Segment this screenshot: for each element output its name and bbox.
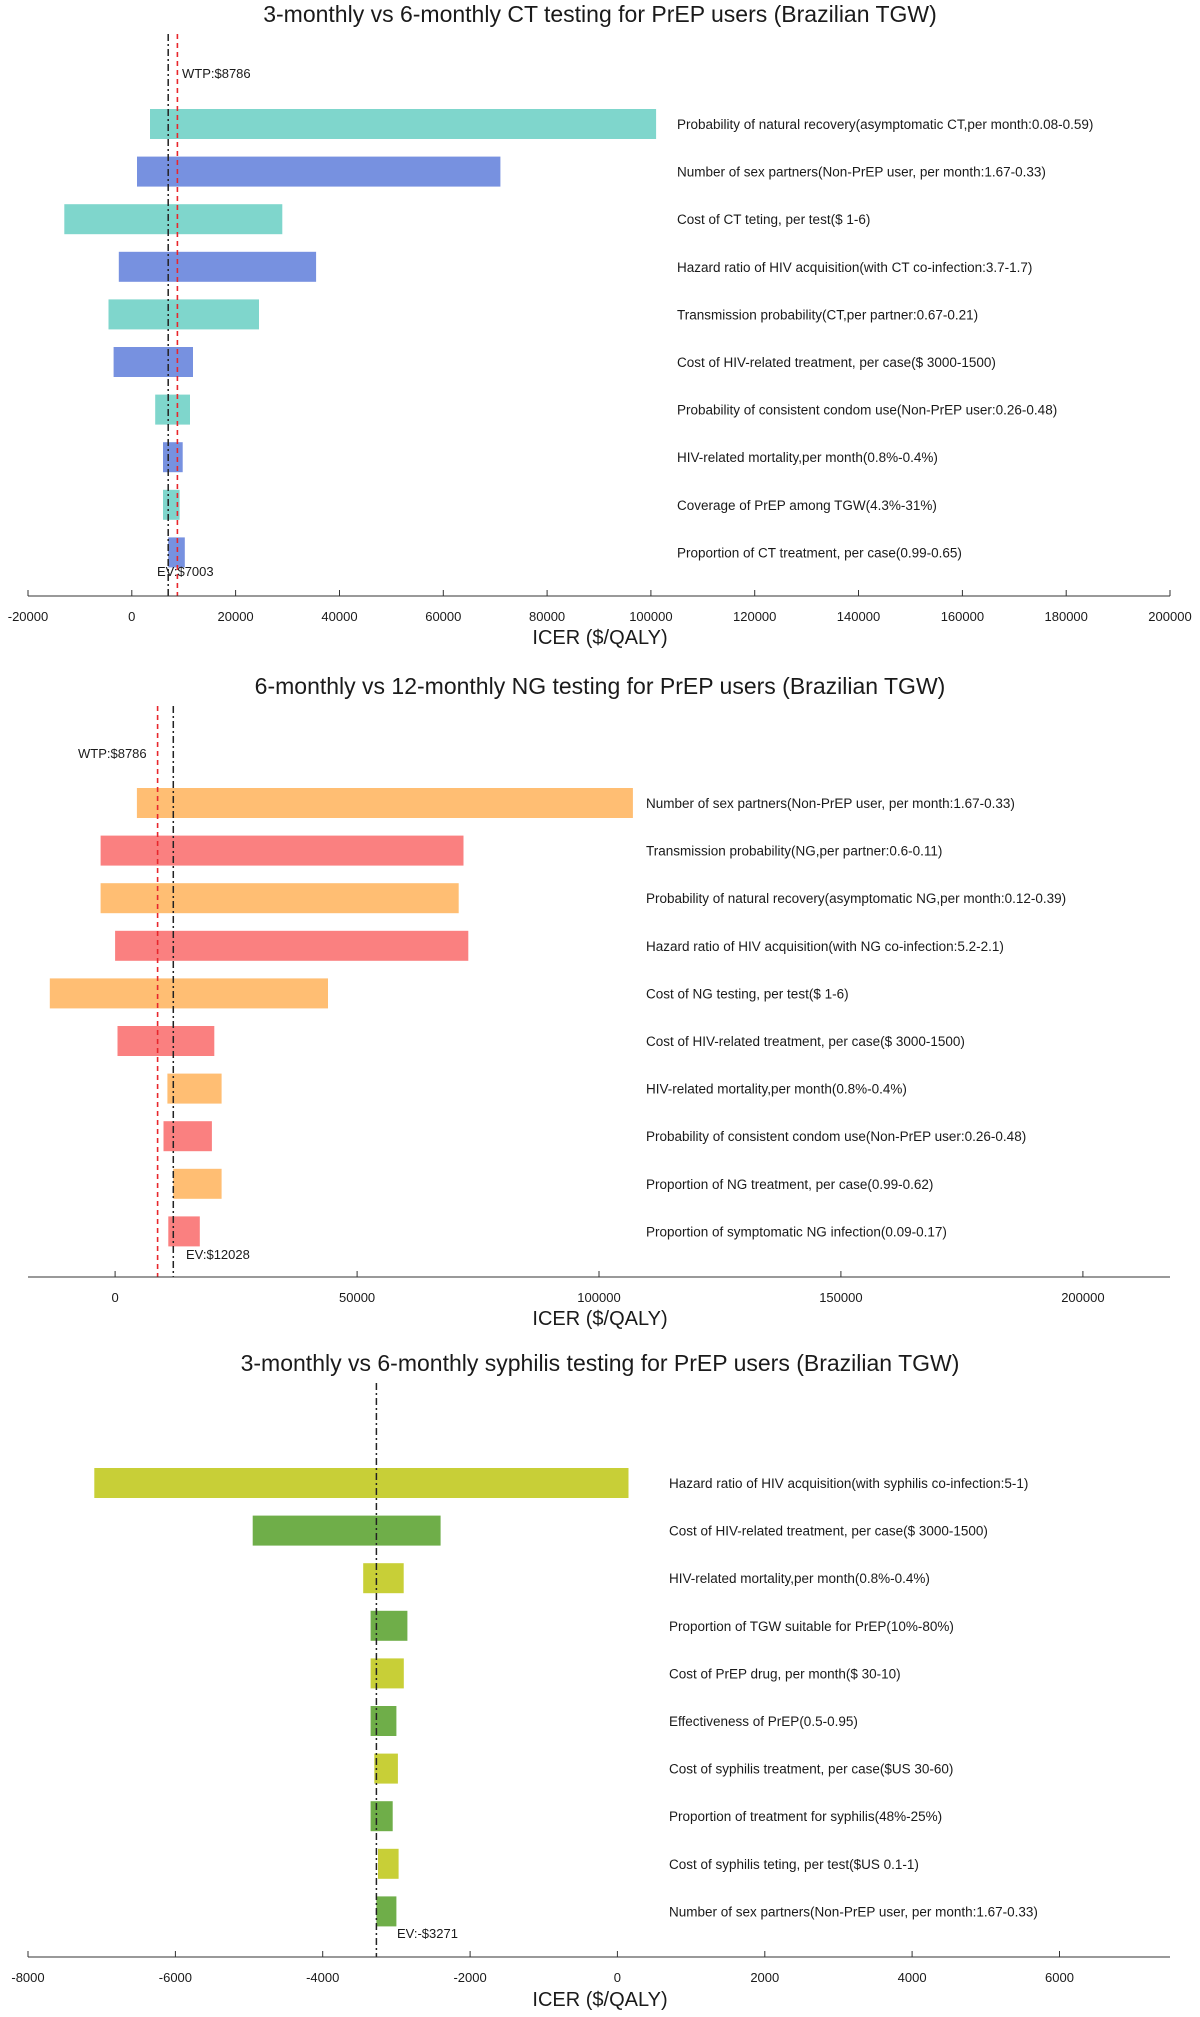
parameter-label: Cost of NG testing, per test($ 1-6) [646, 986, 849, 1001]
tornado-bar [376, 1896, 397, 1927]
tornado-bar [118, 251, 317, 282]
tornado-bar [115, 930, 469, 961]
parameter-label: Effectiveness of PrEP(0.5-0.95) [669, 1714, 858, 1729]
tornado-bar [49, 978, 329, 1009]
tornado-bar [370, 1658, 404, 1689]
parameter-label: Proportion of treatment for syphilis(48%… [669, 1809, 942, 1824]
ev-label: EV:$7003 [157, 564, 214, 579]
tornado-bar [163, 489, 180, 520]
wtp-label: WTP:$8786 [78, 746, 147, 761]
parameter-label: Probability of natural recovery(asymptom… [646, 891, 1066, 906]
ev-label: EV:-$3271 [397, 1926, 458, 1941]
parameter-label: Hazard ratio of HIV acquisition(with syp… [669, 1476, 1028, 1491]
x-tick-label: 160000 [941, 609, 984, 624]
parameter-label: Cost of PrEP drug, per month($ 30-10) [669, 1666, 901, 1681]
x-tick-label: 100000 [629, 609, 672, 624]
x-tick-label: -4000 [306, 1970, 339, 1985]
parameter-label: Coverage of PrEP among TGW(4.3%-31%) [677, 498, 937, 513]
chart-title: 3-monthly vs 6-monthly CT testing for Pr… [263, 1, 937, 27]
parameter-label: Probability of consistent condom use(Non… [646, 1129, 1026, 1144]
tornado-bar [100, 883, 459, 914]
tornado-bar [163, 1121, 212, 1152]
parameter-label: Hazard ratio of HIV acquisition(with NG … [646, 939, 1004, 954]
tornado-bar [155, 394, 190, 425]
tornado-bar [117, 1026, 215, 1056]
x-tick-label: -20000 [8, 609, 48, 624]
tornado-bar [374, 1753, 398, 1784]
x-tick-label: 0 [128, 609, 135, 624]
parameter-label: Number of sex partners(Non-PrEP user, pe… [646, 796, 1015, 811]
x-axis-label: ICER ($/QALY) [532, 1989, 667, 2011]
parameter-label: Number of sex partners(Non-PrEP user, pe… [669, 1904, 1038, 1919]
tornado-bar [173, 1168, 222, 1199]
tornado-bar [168, 537, 185, 568]
ev-label: EV:$12028 [186, 1247, 250, 1262]
x-tick-label: 0 [111, 1290, 118, 1305]
tornado-bar [363, 1563, 404, 1594]
tornado-bar [136, 788, 633, 818]
parameter-label: Probability of consistent condom use(Non… [677, 403, 1057, 418]
x-tick-label: 150000 [819, 1290, 862, 1305]
x-tick-label: 100000 [577, 1290, 620, 1305]
parameter-label: Proportion of CT treatment, per case(0.9… [677, 545, 962, 560]
tornado-bar [108, 299, 259, 330]
x-tick-label: 180000 [1045, 609, 1088, 624]
tornado-bar [64, 204, 283, 235]
tornado-bar [370, 1706, 397, 1736]
parameter-label: Cost of CT teting, per test($ 1-6) [677, 212, 870, 227]
x-tick-label: 50000 [339, 1290, 375, 1305]
parameter-label: Proportion of symptomatic NG infection(0… [646, 1224, 947, 1239]
tornado-bar [137, 156, 501, 187]
parameter-label: Transmission probability(CT,per partner:… [677, 307, 978, 322]
chart-title: 3-monthly vs 6-monthly syphilis testing … [241, 1350, 960, 1376]
tornado-bar [167, 1073, 222, 1104]
x-tick-label: 4000 [898, 1970, 927, 1985]
x-tick-label: 200000 [1148, 609, 1191, 624]
parameter-label: HIV-related mortality,per month(0.8%-0.4… [677, 450, 938, 465]
parameter-label: Cost of syphilis treatment, per case($US… [669, 1762, 953, 1777]
x-tick-label: -6000 [159, 1970, 192, 1985]
tornado-bar [370, 1801, 393, 1832]
wtp-label: WTP:$8786 [182, 66, 251, 81]
parameter-label: Proportion of TGW suitable for PrEP(10%-… [669, 1619, 954, 1634]
x-tick-label: 0 [614, 1970, 621, 1985]
x-tick-label: 6000 [1045, 1970, 1074, 1985]
parameter-label: Cost of syphilis teting, per test($US 0.… [669, 1857, 919, 1872]
parameter-label: HIV-related mortality,per month(0.8%-0.4… [669, 1571, 930, 1586]
parameter-label: Cost of HIV-related treatment, per case(… [646, 1034, 965, 1049]
tornado-bar [150, 109, 657, 139]
x-tick-label: 120000 [733, 609, 776, 624]
parameter-label: Hazard ratio of HIV acquisition(with CT … [677, 260, 1032, 275]
parameter-label: Cost of HIV-related treatment, per case(… [677, 355, 996, 370]
x-axis-label: ICER ($/QALY) [532, 1308, 667, 1330]
x-tick-label: -8000 [11, 1970, 44, 1985]
x-tick-label: 2000 [750, 1970, 779, 1985]
x-axis-label: ICER ($/QALY) [532, 627, 667, 649]
tornado-bar [100, 835, 464, 866]
x-tick-label: 200000 [1061, 1290, 1104, 1305]
tornado-bar [163, 442, 183, 473]
x-tick-label: 140000 [837, 609, 880, 624]
x-tick-label: 60000 [425, 609, 461, 624]
parameter-label: Transmission probability(NG,per partner:… [646, 844, 942, 859]
tornado-bar [378, 1848, 399, 1879]
parameter-label: Probability of natural recovery(asymptom… [677, 117, 1093, 132]
parameter-label: Proportion of NG treatment, per case(0.9… [646, 1177, 933, 1192]
parameter-label: Number of sex partners(Non-PrEP user, pe… [677, 165, 1046, 180]
tornado-bar [113, 347, 193, 377]
x-tick-label: 40000 [321, 609, 357, 624]
tornado-bar [94, 1468, 629, 1498]
parameter-label: Cost of HIV-related treatment, per case(… [669, 1524, 988, 1539]
x-tick-label: 20000 [218, 609, 254, 624]
chart-title: 6-monthly vs 12-monthly NG testing for P… [255, 673, 946, 699]
tornado-bar [252, 1515, 441, 1546]
x-tick-label: -2000 [453, 1970, 486, 1985]
x-tick-label: 80000 [529, 609, 565, 624]
parameter-label: HIV-related mortality,per month(0.8%-0.4… [646, 1082, 907, 1097]
